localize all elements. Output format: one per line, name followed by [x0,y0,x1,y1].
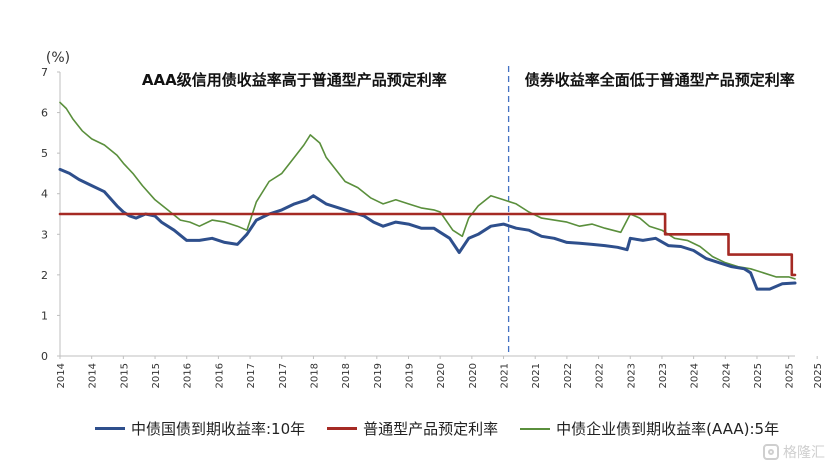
legend-item-cgb: 中债国债到期收益率:10年 [95,418,305,439]
legend-swatch-corp [520,427,551,430]
x-tick-label: 2014 [56,363,67,388]
x-tick-label: 2020 [436,363,447,388]
x-tick-label: 2016 [214,363,225,388]
y-tick-label: 2 [41,269,48,282]
x-tick-label: 2018 [309,363,320,388]
watermark-text: 格隆汇 [783,445,825,461]
y-tick-label: 4 [41,188,48,201]
watermark: 格隆汇 [763,442,825,462]
x-tick-label: 2017 [246,363,257,388]
y-tick-label: 3 [41,228,48,241]
series-line-cgb-10y [58,167,797,291]
x-tick-label: 2025 [753,363,764,388]
legend: 中债国债到期收益率:10年 普通型产品预定利率 中债企业债到期收益率(AAA):… [95,418,801,439]
x-tick-label: 2019 [373,363,384,388]
x-tick-label: 2015 [119,363,130,388]
x-tick-label: 2023 [658,363,669,388]
series-layer [58,101,797,291]
x-tick-label: 2016 [183,363,194,388]
y-tick-label: 5 [41,147,48,160]
annotation-left: AAA级信用债收益率高于普通型产品预定利率 [142,71,447,89]
legend-item-rate: 普通型产品预定利率 [327,418,498,439]
x-tick-label: 2020 [468,363,479,388]
y-unit-label: (%) [46,50,70,66]
x-tick-label: 2017 [278,363,289,388]
legend-label-cgb: 中债国债到期收益率:10年 [131,420,306,438]
legend-label-rate: 普通型产品预定利率 [363,420,499,438]
series-line-preset-rate [58,212,797,277]
x-tick-label: 2018 [341,363,352,388]
x-tick-label: 2021 [500,363,511,388]
x-tick-label: 2021 [531,363,542,388]
annotation-right: 债券收益率全面低于普通型产品预定利率 [525,71,795,89]
legend-swatch-cgb [95,427,125,430]
x-tick-label: 2024 [690,363,701,388]
x-tick-label: 2014 [88,363,99,388]
y-tick-label: 0 [41,350,48,363]
x-tick-label: 2019 [404,363,415,388]
y-tick-label: 7 [41,66,48,79]
x-tick-label: 2023 [626,363,637,388]
x-tick-label: 2022 [595,363,606,388]
x-tick-label: 2025 [785,363,796,388]
y-tick-label: 1 [41,309,48,322]
y-tick-label: 6 [41,107,48,120]
x-tick-label: 2025 [813,363,824,388]
x-tick-label: 2015 [151,363,162,388]
legend-label-corp: 中债企业债到期收益率(AAA):5年 [556,420,780,438]
text-layer: 0 1 2 3 4 5 6 7(%) 2014 2014 2015 2015 2016 2016 2017 2… [41,50,824,388]
legend-item-corp: 中债企业债到期收益率(AAA):5年 [520,418,779,439]
x-tick-label: 2022 [563,363,574,388]
legend-swatch-rate [327,427,358,430]
series-line-corp-aaa-5y [59,101,796,280]
x-tick-label: 2024 [721,363,732,388]
watermark-logo-icon [763,444,779,460]
